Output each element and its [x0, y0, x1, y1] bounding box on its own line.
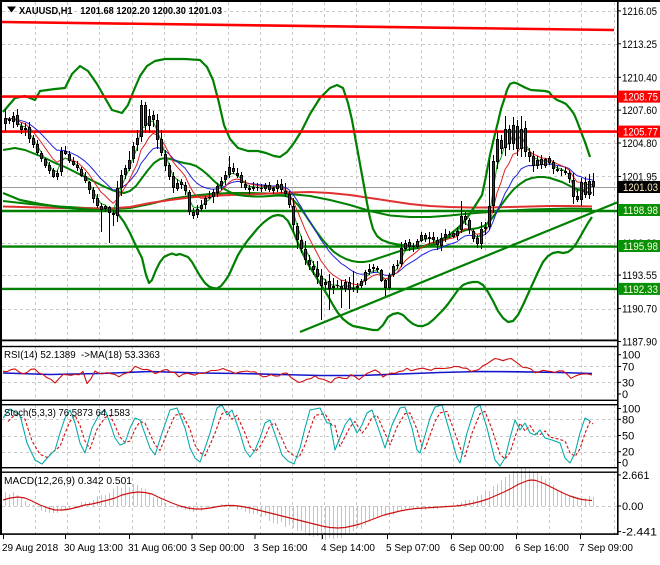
- svg-text:30: 30: [622, 377, 634, 389]
- svg-text:1192.33: 1192.33: [623, 284, 658, 296]
- svg-text:31 Aug 06:00: 31 Aug 06:00: [128, 543, 187, 554]
- svg-text:80: 80: [622, 414, 634, 426]
- svg-text:XAUUSD,H1 1201.68 1202.20 12: XAUUSD,H1 1201.68 1202.20 1200.30 1201.0…: [19, 5, 222, 17]
- svg-text:1201.03: 1201.03: [623, 182, 658, 194]
- svg-text:1193.55: 1193.55: [622, 270, 657, 282]
- svg-text:0.00: 0.00: [622, 501, 643, 513]
- svg-text:1198.98: 1198.98: [623, 205, 658, 217]
- svg-text:1205.77: 1205.77: [623, 127, 658, 139]
- svg-text:5 Sep 07:00: 5 Sep 07:00: [386, 543, 440, 554]
- svg-text:20: 20: [622, 447, 634, 459]
- svg-text:1195.98: 1195.98: [623, 241, 658, 253]
- svg-text:Stoch(5,3,3) 76.5873 64.1583: Stoch(5,3,3) 76.5873 64.1583: [4, 408, 130, 419]
- svg-text:0: 0: [622, 389, 628, 401]
- svg-text:MACD(12,26,9) 0.342 0.501: MACD(12,26,9) 0.342 0.501: [4, 476, 132, 487]
- svg-text:-2.441: -2.441: [622, 527, 657, 539]
- svg-text:0: 0: [622, 458, 628, 470]
- svg-text:3 Sep 16:00: 3 Sep 16:00: [254, 543, 308, 554]
- svg-text:100: 100: [622, 350, 640, 362]
- svg-text:1216.05: 1216.05: [622, 6, 657, 18]
- svg-text:RSI(14) 52.1389 ->MA(18) 53.3: RSI(14) 52.1389 ->MA(18) 53.3363: [4, 350, 160, 361]
- svg-text:2.661: 2.661: [622, 470, 650, 482]
- svg-text:50: 50: [622, 431, 634, 443]
- svg-text:1204.80: 1204.80: [622, 138, 657, 150]
- svg-text:3 Sep 00:00: 3 Sep 00:00: [191, 543, 245, 554]
- svg-text:7 Sep 09:00: 7 Sep 09:00: [579, 543, 633, 554]
- svg-text:29 Aug 2018: 29 Aug 2018: [2, 543, 59, 554]
- svg-text:6 Sep 00:00: 6 Sep 00:00: [450, 543, 504, 554]
- svg-text:1187.90: 1187.90: [622, 337, 657, 349]
- svg-text:1210.40: 1210.40: [622, 72, 657, 84]
- svg-text:1208.75: 1208.75: [623, 92, 658, 104]
- svg-text:4 Sep 14:00: 4 Sep 14:00: [321, 543, 375, 554]
- svg-text:1190.70: 1190.70: [622, 304, 657, 316]
- svg-text:100: 100: [622, 404, 640, 416]
- svg-text:1213.25: 1213.25: [622, 39, 657, 51]
- svg-text:1201.95: 1201.95: [622, 172, 657, 184]
- svg-text:6 Sep 16:00: 6 Sep 16:00: [515, 543, 569, 554]
- svg-text:30 Aug 13:00: 30 Aug 13:00: [64, 543, 123, 554]
- svg-text:1207.60: 1207.60: [622, 105, 657, 117]
- svg-text:70: 70: [622, 362, 634, 374]
